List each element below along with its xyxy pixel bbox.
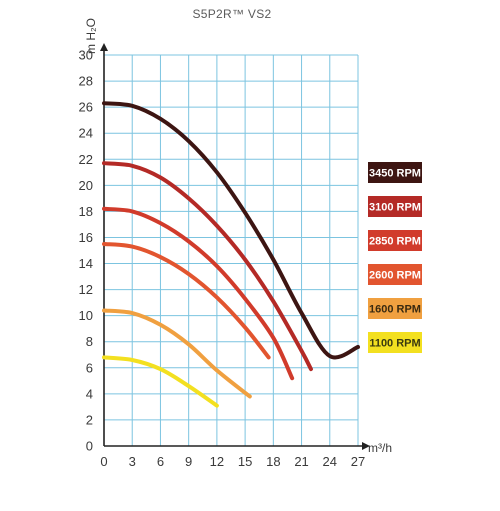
legend-swatch bbox=[368, 264, 422, 285]
legend-item: 1100 RPM bbox=[368, 332, 422, 353]
y-tick-label: 14 bbox=[79, 256, 93, 271]
x-tick-label: 15 bbox=[238, 454, 252, 469]
axes bbox=[100, 43, 370, 450]
legend-swatch bbox=[368, 332, 422, 353]
x-tick-label: 12 bbox=[210, 454, 224, 469]
y-tick-label: 22 bbox=[79, 152, 93, 167]
y-tick-label: 30 bbox=[79, 48, 93, 63]
y-tick-label: 6 bbox=[86, 360, 93, 375]
grid bbox=[104, 54, 359, 446]
legend-item: 2600 RPM bbox=[368, 264, 422, 285]
legend-label: 3450 RPM bbox=[369, 168, 421, 180]
y-axis-label: m H₂O bbox=[84, 18, 98, 54]
x-tick-label: 6 bbox=[157, 454, 164, 469]
legend: 3450 RPM 3100 RPM 2850 RPM 2600 RPM 1600 RPM… bbox=[368, 162, 422, 353]
series-line-3450-rpm bbox=[102, 101, 360, 360]
series-lines bbox=[102, 101, 360, 408]
y-tick-label: 20 bbox=[79, 178, 93, 193]
y-tick-label: 26 bbox=[79, 100, 93, 115]
x-tick-labels: 0 3 6 9 12 15 18 21 24 27 bbox=[100, 454, 365, 469]
series-line-1100-rpm bbox=[102, 355, 219, 408]
y-tick-label: 2 bbox=[86, 412, 93, 427]
y-tick-label: 8 bbox=[86, 334, 93, 349]
legend-item: 1600 RPM bbox=[368, 298, 422, 319]
x-tick-label: 18 bbox=[266, 454, 280, 469]
series-line-3100-rpm bbox=[102, 161, 313, 372]
x-tick-label: 21 bbox=[294, 454, 308, 469]
legend-item: 3450 RPM bbox=[368, 162, 422, 183]
y-tick-label: 4 bbox=[86, 386, 93, 401]
legend-item: 3100 RPM bbox=[368, 196, 422, 217]
x-tick-label: 0 bbox=[100, 454, 107, 469]
y-axis-label-text: m H₂O bbox=[84, 18, 98, 54]
series-line-1600-rpm bbox=[102, 308, 252, 399]
x-tick-label: 3 bbox=[129, 454, 136, 469]
legend-label: 1600 RPM bbox=[369, 304, 421, 316]
x-tick-label: 24 bbox=[323, 454, 337, 469]
series-line-2600-rpm bbox=[102, 241, 271, 360]
x-tick-label: 9 bbox=[185, 454, 192, 469]
legend-label: 2850 RPM bbox=[369, 236, 421, 248]
y-tick-label: 12 bbox=[79, 282, 93, 297]
legend-swatch bbox=[368, 162, 422, 183]
y-axis-arrow bbox=[100, 43, 108, 51]
x-tick-label: 27 bbox=[351, 454, 365, 469]
y-tick-label: 28 bbox=[79, 74, 93, 89]
legend-item: 2850 RPM bbox=[368, 230, 422, 251]
legend-label: 1100 RPM bbox=[369, 338, 420, 350]
y-tick-label: 24 bbox=[79, 126, 93, 141]
series-line-2850-rpm bbox=[102, 206, 295, 381]
y-tick-label: 18 bbox=[79, 204, 93, 219]
chart-title: S5P2R™ VS2 bbox=[192, 7, 271, 21]
legend-label: 3100 RPM bbox=[369, 202, 421, 214]
y-tick-label: 0 bbox=[86, 439, 93, 454]
y-tick-label: 16 bbox=[79, 230, 93, 245]
legend-swatch bbox=[368, 298, 422, 319]
legend-label: 2600 RPM bbox=[369, 270, 421, 282]
legend-swatch bbox=[368, 196, 422, 217]
x-axis-arrow bbox=[362, 442, 370, 450]
y-tick-label: 10 bbox=[79, 308, 93, 323]
x-axis-label: m³/h bbox=[368, 441, 392, 455]
legend-swatch bbox=[368, 230, 422, 251]
